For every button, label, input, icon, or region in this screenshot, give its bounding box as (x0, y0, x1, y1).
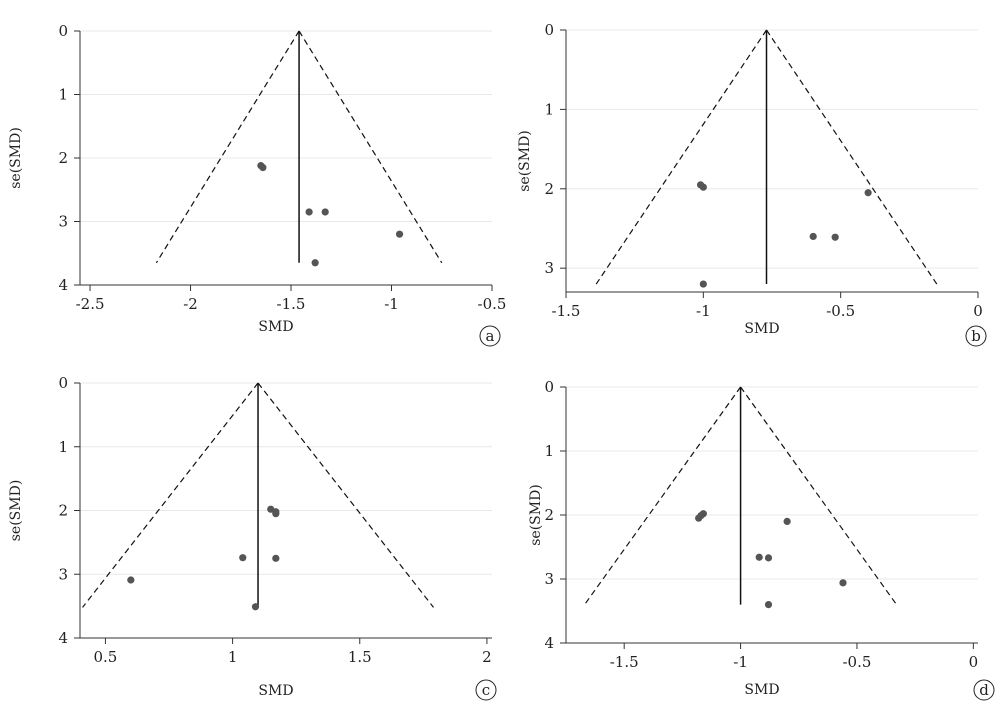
x-tick-label: 1.5 (348, 648, 372, 666)
panel-badge-label: c (482, 681, 490, 699)
funnel-panel-a: 0 1 2 3 4 -2.5 -2 -1.5 -1 -0.5 SMD se(SMD) a (8, 22, 507, 347)
study-point (699, 183, 707, 191)
y-tick-label: 4 (58, 629, 68, 647)
y-tick-label: 3 (544, 570, 554, 588)
funnel-right-boundary (298, 30, 443, 264)
y-tick-label: 3 (544, 259, 554, 277)
study-point (764, 554, 773, 562)
x-tick-label: -2 (183, 295, 198, 313)
panel-badge-circle (973, 679, 995, 701)
study-point (809, 232, 817, 241)
study-point (239, 554, 247, 562)
study-point (321, 208, 329, 216)
study-point (272, 554, 280, 562)
panel-badge-label: d (979, 681, 989, 699)
x-tick-label: -0.5 (478, 295, 507, 313)
y-tick-label: 2 (544, 506, 554, 524)
funnel-left-boundary (155, 30, 300, 264)
x-tick-label: -1 (733, 653, 748, 671)
y-tick-label: 0 (58, 374, 68, 392)
y-tick-label: 4 (544, 634, 554, 652)
study-point (864, 189, 872, 197)
funnel-left-boundary (595, 29, 768, 285)
x-tick-label: 2 (482, 648, 492, 666)
funnel-left-boundary (82, 382, 259, 608)
study-point (395, 230, 404, 238)
x-tick-label: -0.5 (826, 302, 855, 320)
study-point (831, 233, 839, 241)
y-tick-label: 1 (544, 100, 554, 118)
y-tick-label: 0 (544, 21, 554, 39)
study-point (127, 576, 135, 584)
y-axis-title: se(SMD) (517, 130, 533, 192)
study-point (695, 514, 703, 522)
panel-badge-circle (479, 325, 501, 347)
x-tick-label: -2.5 (76, 295, 105, 313)
y-tick-label: 3 (58, 565, 68, 583)
y-tick-label: 0 (58, 22, 68, 40)
panel-badge-circle (475, 679, 497, 701)
funnel-right-boundary (257, 382, 434, 608)
study-point (311, 259, 319, 267)
funnel-left-boundary (584, 386, 742, 605)
x-axis-title: SMD (258, 319, 293, 335)
x-tick-label: 0.5 (94, 648, 118, 666)
y-tick-label: 1 (58, 438, 68, 456)
funnel-panel-b: 0 1 2 3 -1.5 -1 -0.5 0 SMD se(SMD) b (517, 21, 987, 347)
study-point (699, 280, 707, 288)
y-tick-label: 3 (58, 213, 68, 231)
y-tick-label: 4 (58, 276, 68, 294)
y-tick-label: 2 (58, 502, 68, 520)
y-axis-title: se(SMD) (528, 484, 544, 546)
x-tick-label: -0.5 (842, 653, 871, 671)
x-tick-label: 0 (973, 302, 983, 320)
panel-badge-circle (965, 325, 987, 347)
x-tick-label: 0 (969, 653, 979, 671)
funnel-panel-d: 0 1 2 3 4 -1.5 -1 -0.5 0 SMD se(SMD) d (528, 378, 995, 701)
y-tick-label: 0 (544, 378, 554, 396)
y-tick-label: 1 (544, 442, 554, 460)
study-point (839, 579, 847, 587)
x-axis-title: SMD (744, 321, 779, 337)
x-tick-label: -1.5 (277, 295, 306, 313)
study-point (259, 163, 267, 172)
x-axis-title: SMD (258, 683, 293, 699)
x-tick-label: -1 (696, 302, 711, 320)
study-point (251, 603, 260, 611)
panel-badge-label: a (486, 327, 495, 345)
study-point (783, 517, 791, 526)
funnel-right-boundary (740, 386, 898, 605)
study-point (305, 208, 313, 216)
study-point (755, 553, 763, 561)
y-axis-title: se(SMD) (8, 127, 24, 189)
x-tick-label: -1.5 (610, 653, 639, 671)
y-axis-title: se(SMD) (8, 480, 24, 542)
x-axis-title: SMD (744, 682, 779, 698)
y-tick-label: 2 (544, 180, 554, 198)
x-tick-label: -1.5 (552, 302, 581, 320)
study-point (272, 510, 280, 518)
panel-badge-label: b (971, 327, 981, 345)
x-tick-label: 1 (228, 648, 238, 666)
y-tick-label: 1 (58, 86, 68, 104)
funnel-panel-c: 0 1 2 3 4 0.5 1 1.5 2 SMD se(SMD) c (8, 374, 497, 701)
x-tick-label: -1 (384, 295, 399, 313)
study-point (764, 601, 773, 609)
y-tick-label: 2 (58, 149, 68, 167)
funnel-right-boundary (766, 29, 938, 285)
